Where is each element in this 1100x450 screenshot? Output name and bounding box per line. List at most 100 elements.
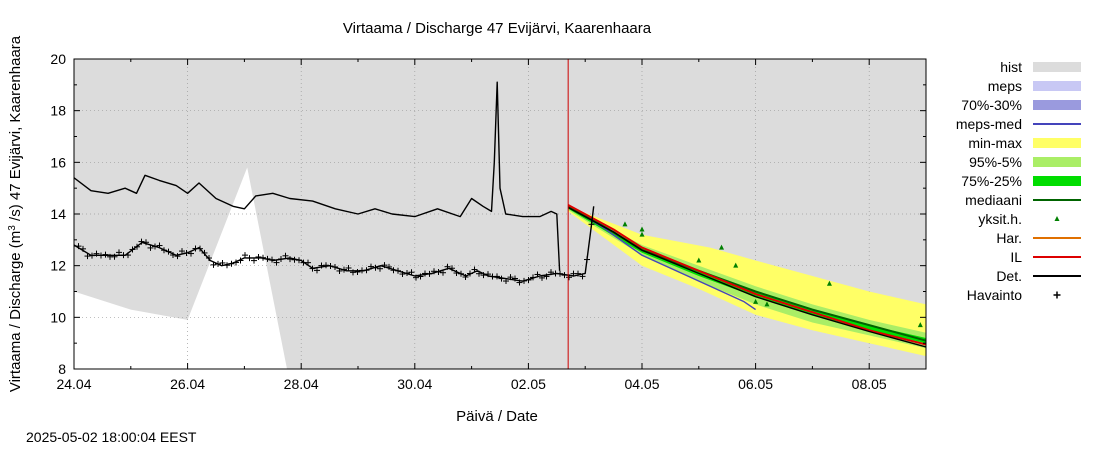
havainto-marker (116, 249, 122, 256)
havainto-marker (476, 270, 482, 277)
legend-label-Det.: Det. (996, 268, 1022, 284)
axes: 24.04 26.04 28.04 30.04 02.05 04.05 06.05 08.05… (50, 51, 927, 392)
yksit-marker (622, 221, 628, 227)
havainto-marker (134, 243, 140, 250)
havainto-marker (417, 273, 424, 280)
legend-label-Har.: Har. (996, 230, 1022, 246)
havainto-marker (93, 250, 100, 257)
havainto-marker (336, 267, 343, 274)
havainto-marker (368, 263, 374, 270)
havainto-marker (503, 278, 509, 285)
yksit-marker (826, 280, 832, 286)
x-tick-label: 06.05 (738, 376, 773, 392)
havainto-marker (197, 245, 203, 252)
legend-label-70%-30%: 70%-30% (961, 97, 1022, 113)
yksit-marker (639, 226, 645, 232)
series-meps-med (567, 205, 756, 311)
havainto-marker (543, 273, 550, 280)
y-axis-title-pre: Virtaama / Discharge (m (7, 231, 24, 392)
yksit-marker (639, 231, 645, 237)
legend-label-min-max: min-max (968, 135, 1022, 151)
havainto-marker (111, 253, 118, 260)
havainto-marker (381, 262, 388, 269)
havainto-marker (435, 269, 442, 276)
havainto-marker (525, 276, 532, 283)
x-tick-label: 28.04 (284, 376, 319, 392)
havainto-marker (183, 249, 190, 256)
havainto-marker (156, 242, 163, 249)
legend-label-Havainto: Havainto (967, 287, 1022, 303)
havainto-marker (341, 266, 347, 273)
legend-swatch-75%-25% (1033, 176, 1081, 186)
havainto-marker (390, 267, 397, 274)
legend-swatch-min-max (1033, 138, 1081, 148)
havainto-marker (246, 255, 253, 262)
havainto-marker (161, 247, 167, 254)
y-tick-label: 20 (50, 51, 66, 67)
havainto-marker (372, 264, 379, 271)
havainto-marker (80, 245, 86, 252)
havainto-marker (125, 252, 131, 259)
legend-swatch-hist (1033, 62, 1081, 72)
havainto-marker (440, 269, 446, 276)
havainto-marker (345, 264, 352, 271)
havainto-marker (143, 239, 149, 246)
havainto-marker (399, 271, 406, 278)
legend-label-mediaani: mediaani (965, 192, 1022, 208)
havainto-marker (444, 263, 451, 270)
yksit-marker (917, 322, 923, 328)
plot-area (74, 59, 926, 369)
havainto-marker (575, 270, 581, 277)
y-tick-label: 18 (50, 103, 66, 119)
havainto-marker (512, 275, 518, 282)
havainto-marker (260, 254, 266, 261)
havainto-marker (228, 260, 235, 267)
havainto-marker (201, 249, 208, 256)
legend-swatch-meps (1033, 81, 1081, 91)
x-tick-label: 08.05 (852, 376, 887, 392)
havainto-marker (224, 262, 230, 269)
havainto-marker (75, 243, 82, 250)
y-axis-title-post: /s) 47 Evijärvi, Kaarenhaara (7, 35, 24, 225)
havainto-marker (242, 252, 248, 259)
havainto-marker (458, 270, 464, 277)
havainto-marker (215, 260, 221, 267)
havainto-marker (534, 271, 541, 278)
havainto-marker (332, 263, 338, 270)
havainto-marker (539, 274, 545, 281)
havainto-marker (408, 269, 415, 276)
havainto-marker (188, 250, 194, 257)
havainto-marker (206, 255, 212, 262)
havainto-marker (269, 256, 275, 263)
havainto-marker (395, 267, 401, 274)
x-tick-label: 24.04 (56, 376, 91, 392)
havainto-marker (170, 252, 176, 259)
havainto-marker (498, 275, 505, 282)
havainto-marker (566, 274, 572, 281)
havainto-marker (273, 259, 280, 266)
havainto-marker (354, 268, 361, 275)
havainto-marker (237, 257, 244, 264)
havainto-marker (147, 244, 154, 251)
havainto-marker (494, 273, 500, 280)
havainto-marker (327, 263, 334, 270)
havainto-marker (179, 248, 185, 255)
legend-label-yksit.h.: yksit.h. (978, 211, 1022, 227)
havainto-marker (210, 261, 217, 268)
havainto-marker (579, 273, 586, 280)
havainto-marker (89, 252, 95, 259)
havainto-marker (165, 248, 172, 255)
havainto-marker (453, 270, 460, 277)
p95-5-band (568, 206, 926, 349)
x-axis-title: Päivä / Date (456, 408, 538, 425)
y-axis-title-sup: 3 (7, 225, 18, 231)
havainto-marker (561, 272, 568, 279)
havainto-marker (485, 271, 491, 278)
havainto-marker (462, 273, 469, 280)
legend-label-meps: meps (988, 78, 1022, 94)
y-tick-label: 14 (50, 206, 66, 222)
havainto-marker (305, 259, 311, 266)
y-tick-label: 12 (50, 258, 66, 274)
legend-swatch-yksit.h. (1054, 216, 1060, 221)
havainto-marker (255, 253, 262, 260)
